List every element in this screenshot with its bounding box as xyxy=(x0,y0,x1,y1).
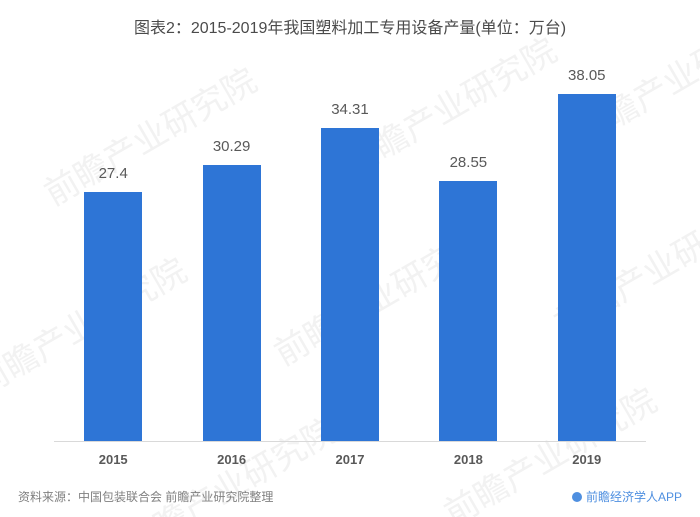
x-tick-label: 2017 xyxy=(291,452,409,467)
x-axis-line xyxy=(54,441,646,442)
brand-text: 前瞻经济学人APP xyxy=(586,488,682,505)
bar-rect xyxy=(439,181,497,442)
chart-container: 前瞻产业研究院前瞻产业研究院前瞻产业研究院前瞻产业研究院前瞻产业研究院前瞻产业研… xyxy=(0,0,700,517)
bar-value-label: 27.4 xyxy=(54,165,172,182)
bar-rect xyxy=(558,94,616,442)
x-tick-label: 2019 xyxy=(528,452,646,467)
bar-value-label: 28.55 xyxy=(409,154,527,171)
x-tick-label: 2018 xyxy=(409,452,527,467)
bar-series: 27.430.29 34.31 28.55 38.05 xyxy=(54,58,646,442)
brand-attribution: 前瞻经济学人APP xyxy=(572,488,682,505)
brand-dot-icon xyxy=(572,492,582,502)
x-tick-label: 2016 xyxy=(172,452,290,467)
bar-rect xyxy=(203,165,261,442)
bar-rect xyxy=(84,192,142,443)
x-tick-label: 2015 xyxy=(54,452,172,467)
bar-group: 30.29 xyxy=(172,58,290,442)
bar-value-label: 30.29 xyxy=(172,138,290,155)
bar-rect xyxy=(321,128,379,442)
plot-area: 27.430.29 34.31 28.55 38.05 xyxy=(54,58,646,442)
bar-group: 34.31 xyxy=(291,58,409,442)
bar-value-label: 34.31 xyxy=(291,101,409,118)
chart-title: 图表2：2015-2019年我国塑料加工专用设备产量(单位：万台) xyxy=(0,0,700,38)
x-axis-ticks: 20152016201720182019 xyxy=(54,452,646,467)
bar-group: 28.55 xyxy=(409,58,527,442)
data-source: 资料来源：中国包装联合会 前瞻产业研究院整理 xyxy=(18,488,273,505)
chart-footer: 资料来源：中国包装联合会 前瞻产业研究院整理 前瞻经济学人APP xyxy=(0,488,700,517)
bar-value-label: 38.05 xyxy=(528,67,646,84)
bar-group: 27.4 xyxy=(54,58,172,442)
bar-group: 38.05 xyxy=(528,58,646,442)
